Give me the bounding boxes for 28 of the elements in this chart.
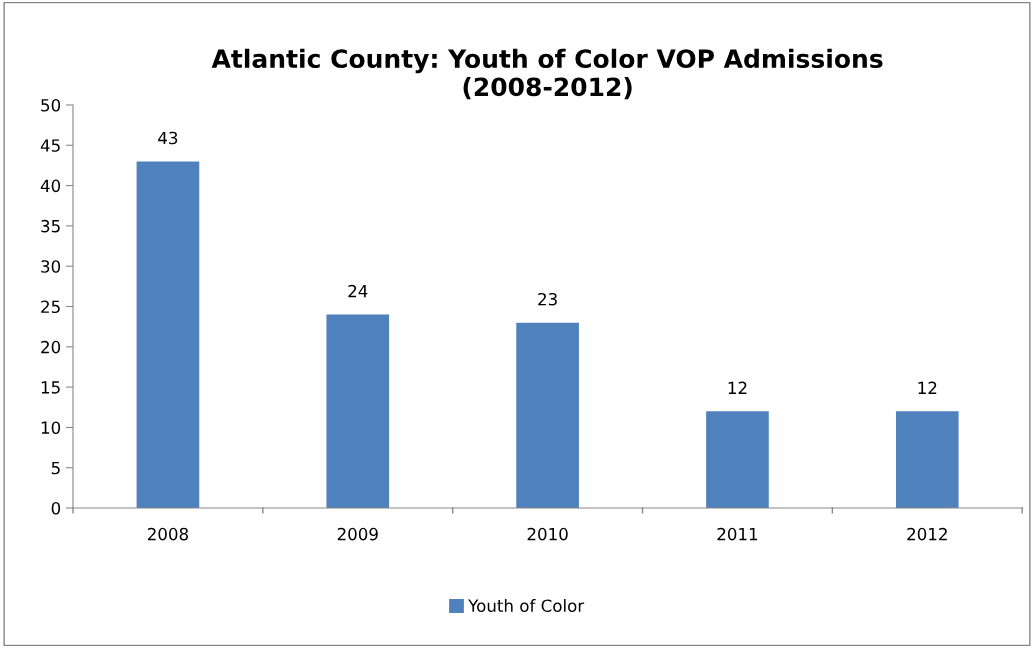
bar [136, 161, 200, 509]
y-tick-label: 50 [41, 98, 61, 112]
x-tick-label: 2009 [337, 527, 378, 541]
chart-title: Atlantic County: Youth of Color VOP Admissions (2008-2012) [211, 48, 883, 100]
y-tick-label: 40 [40, 179, 61, 193]
data-label: 12 [728, 381, 747, 394]
data-label: 12 [918, 381, 937, 394]
bar [706, 411, 769, 509]
bar [516, 322, 579, 509]
y-tick-label: 15 [41, 381, 60, 394]
y-tick-label: 0 [51, 501, 61, 515]
x-tick-label: 2008 [147, 527, 188, 541]
y-tick-label: 35 [41, 219, 60, 233]
y-tick-label: 10 [41, 421, 61, 434]
x-tick-label: 2010 [527, 527, 568, 541]
y-tick-label: 45 [40, 139, 60, 152]
bar [895, 411, 959, 509]
data-label: 43 [158, 131, 178, 145]
y-tick-label: 5 [51, 461, 60, 475]
data-label: 24 [348, 284, 368, 298]
bar [326, 314, 390, 509]
legend-label: Youth of Color [468, 599, 585, 613]
data-label: 23 [538, 292, 557, 306]
x-tick-label: 2012 [907, 527, 947, 541]
y-tick-label: 20 [41, 340, 61, 354]
y-tick-label: 25 [41, 300, 60, 314]
x-tick-label: 2011 [717, 527, 758, 541]
y-tick-label: 30 [41, 260, 61, 273]
